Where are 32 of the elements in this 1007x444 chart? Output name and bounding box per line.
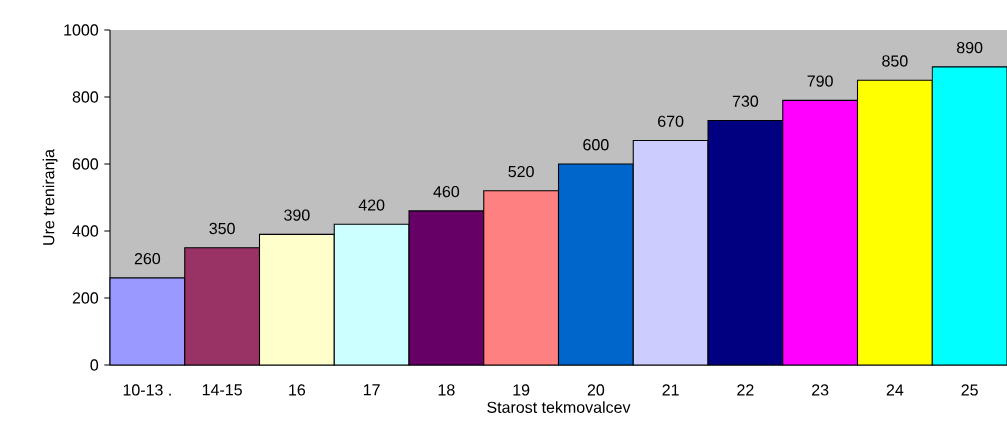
data-label: 600 — [583, 139, 609, 151]
data-label: 520 — [508, 165, 534, 178]
data-label: 850 — [882, 55, 908, 67]
data-label: 390 — [284, 209, 310, 221]
x-tick-label: 16 — [289, 384, 306, 396]
x-tick-label: 18 — [438, 384, 455, 396]
x-tick-label: 25 — [961, 384, 978, 396]
data-label: 460 — [433, 185, 460, 198]
data-label: 260 — [134, 252, 161, 265]
data-label: 420 — [358, 199, 385, 211]
data-label: 350 — [209, 222, 235, 235]
y-axis-title: Ure treniranja — [42, 149, 58, 245]
y-tick-label: 400 — [72, 225, 99, 237]
x-tick-label: 21 — [662, 384, 679, 396]
data-label: 790 — [807, 75, 833, 87]
x-tick-label: 24 — [886, 384, 904, 396]
x-tick-label: 19 — [513, 384, 530, 396]
x-tick-label: 20 — [587, 384, 605, 396]
data-label: 890 — [956, 41, 983, 54]
x-tick-label: 14-15 — [202, 384, 242, 396]
x-axis-title: Starost tekmovalcev — [487, 401, 631, 413]
y-tick-label: 0 — [90, 359, 99, 371]
y-tick-label: 600 — [72, 158, 99, 170]
data-label: 730 — [732, 95, 759, 107]
y-tick-label: 200 — [72, 292, 99, 304]
x-tick-label: 23 — [812, 384, 829, 396]
x-tick-label: 10-13 . — [123, 384, 171, 396]
x-tick-label: 17 — [363, 384, 380, 396]
y-tick-label: 800 — [72, 91, 99, 103]
data-label: 670 — [658, 115, 684, 127]
x-tick-label: 22 — [737, 384, 754, 396]
y-tick-label: 1000 — [64, 24, 99, 36]
